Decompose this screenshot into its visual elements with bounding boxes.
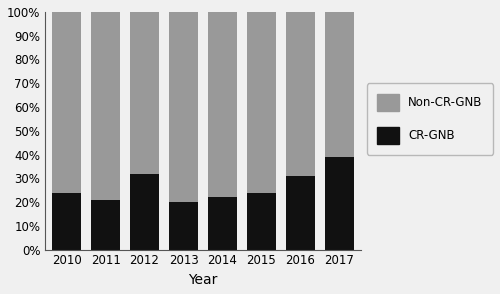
Bar <box>91 12 120 200</box>
Bar <box>247 12 276 193</box>
Bar <box>130 12 159 173</box>
Bar <box>208 197 237 250</box>
Bar <box>208 12 237 197</box>
X-axis label: Year: Year <box>188 273 218 287</box>
Bar <box>286 12 315 176</box>
Bar <box>247 193 276 250</box>
Bar <box>52 12 81 193</box>
Bar <box>91 200 120 250</box>
Bar <box>169 202 198 250</box>
Bar <box>130 173 159 250</box>
Legend: Non-CR-GNB, CR-GNB: Non-CR-GNB, CR-GNB <box>366 83 493 155</box>
Bar <box>52 193 81 250</box>
Bar <box>169 12 198 202</box>
Bar <box>325 12 354 157</box>
Bar <box>286 176 315 250</box>
Bar <box>325 157 354 250</box>
